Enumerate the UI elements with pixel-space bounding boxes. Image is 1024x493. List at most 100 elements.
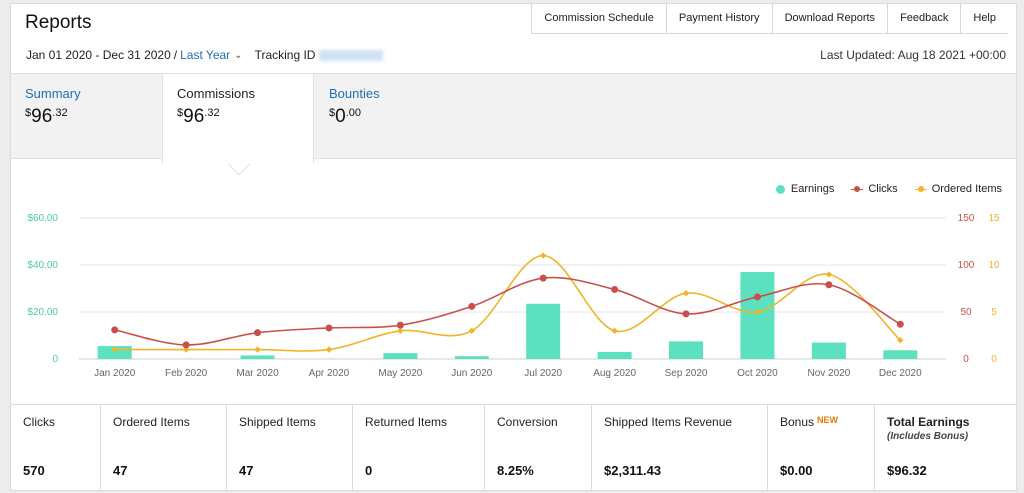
y-right-tick-label: 50 — [960, 307, 972, 318]
point-ordered-items — [754, 308, 761, 316]
stat-total-earnings: Total Earnings (Includes Bonus) $96.32 — [875, 405, 1016, 490]
x-tick-label: May 2020 — [378, 368, 422, 379]
x-tick-label: Mar 2020 — [236, 368, 279, 379]
bar-earnings — [383, 353, 418, 359]
legend-ordered-items[interactable]: Ordered Items — [914, 183, 1002, 195]
commission-schedule-button[interactable]: Commission Schedule — [532, 4, 667, 33]
bar-earnings — [526, 303, 561, 359]
stat-value: 8.25% — [497, 463, 534, 478]
y-right-tick-label: 150 — [958, 213, 975, 224]
stat-value: $2,311.43 — [604, 463, 662, 478]
x-tick-label: Jun 2020 — [451, 368, 493, 379]
payment-history-button[interactable]: Payment History — [667, 4, 773, 33]
stat-value: 47 — [113, 463, 128, 478]
date-preset-dropdown[interactable]: Last Year — [180, 48, 231, 62]
tab-bounties-value: $0.00 — [329, 106, 451, 128]
point-clicks — [825, 281, 833, 289]
new-badge: NEW — [817, 415, 839, 425]
tab-commissions-label: Commissions — [177, 86, 256, 101]
point-clicks — [539, 274, 547, 282]
tracking-id-dropdown[interactable] — [319, 49, 384, 61]
stat-shipped-revenue: Shipped Items Revenue $2,311.43 — [592, 405, 768, 490]
tab-bounties[interactable]: Bounties $0.00 — [315, 74, 465, 160]
chevron-down-icon[interactable]: ⌄ — [234, 49, 243, 61]
feedback-button[interactable]: Feedback — [888, 4, 962, 33]
bonus-label: Bonus — [780, 415, 815, 429]
stat-label: Conversion — [497, 415, 558, 429]
point-ordered-items — [397, 327, 404, 334]
earnings-chart: $60.00 $40.00 $20.00 0 150 100 50 0 15 10 5 0 Jan 20… — [11, 160, 1016, 404]
point-ordered-items — [682, 290, 690, 297]
x-tick-label: Aug 2020 — [593, 368, 636, 379]
point-ordered-items — [825, 271, 833, 278]
stat-value: 0 — [365, 463, 373, 478]
bar-earnings — [454, 356, 489, 359]
point-ordered-items — [254, 346, 261, 353]
stat-clicks: Clicks 570 — [11, 405, 101, 490]
legend-earnings[interactable]: Earnings — [775, 183, 834, 195]
point-ordered-items — [111, 346, 118, 353]
tab-bounties-label: Bounties — [329, 86, 380, 101]
x-tick-label: Jan 2020 — [94, 368, 136, 379]
stat-label: Shipped Items — [239, 415, 316, 429]
reports-panel: Reports Commission Schedule Payment Hist… — [10, 3, 1017, 491]
point-ordered-items — [540, 252, 547, 259]
stat-shipped-items: Shipped Items 47 — [227, 405, 353, 490]
point-clicks — [254, 329, 262, 337]
line-clicks — [114, 276, 901, 346]
stat-label: Clicks — [23, 415, 55, 429]
stat-label: Returned Items — [365, 415, 448, 429]
x-tick-label: Dec 2020 — [879, 368, 922, 379]
currency-symbol: $ — [177, 107, 184, 119]
tab-summary[interactable]: Summary $96.32 — [11, 74, 161, 160]
legend-ordered-items-swatch — [914, 185, 927, 194]
point-ordered-items — [897, 337, 904, 344]
point-ordered-items — [468, 327, 475, 334]
point-ordered-items — [325, 346, 333, 353]
x-tick-label: Nov 2020 — [807, 368, 850, 379]
legend-clicks[interactable]: Clicks — [851, 183, 898, 195]
value-cents: .32 — [204, 107, 220, 119]
value-cents: .00 — [345, 107, 361, 119]
total-label: Total Earnings — [887, 415, 970, 429]
last-updated: Last Updated: Aug 18 2021 +00:00 — [820, 48, 1006, 62]
point-ordered-items — [611, 327, 618, 334]
point-clicks — [325, 324, 333, 332]
chart-legend: Earnings Clicks Ordered Items — [759, 183, 1002, 195]
tab-commissions[interactable]: Commissions $96.32 — [162, 74, 314, 176]
tab-summary-value: $96.32 — [25, 106, 147, 128]
y-left-tick-label: $20.00 — [27, 307, 58, 318]
tab-commissions-value: $96.32 — [177, 106, 299, 128]
stats-bar: Clicks 570 Ordered Items 47 Shipped Item… — [11, 404, 1016, 490]
stat-label: Total Earnings (Includes Bonus) — [887, 415, 1004, 442]
legend-earnings-swatch — [775, 184, 785, 194]
stat-label: Bonus NEW — [780, 415, 862, 429]
help-button[interactable]: Help — [973, 12, 996, 24]
value-whole: 96 — [31, 106, 53, 127]
bar-earnings — [240, 355, 275, 359]
download-reports-button[interactable]: Download Reports — [773, 4, 889, 33]
tracking-id-label: Tracking ID — [254, 48, 316, 62]
stat-bonus: Bonus NEW $0.00 — [768, 405, 875, 490]
x-tick-label: Feb 2020 — [165, 368, 208, 379]
legend-ordered-items-label: Ordered Items — [931, 183, 1002, 195]
value-whole: 0 — [335, 106, 346, 127]
y-right2-tick-label: 0 — [991, 354, 997, 365]
point-clicks — [896, 320, 904, 328]
page-title: Reports — [25, 12, 92, 33]
currency-symbol: $ — [329, 107, 336, 119]
currency-symbol: $ — [25, 107, 32, 119]
point-clicks — [182, 341, 190, 349]
point-clicks — [396, 321, 404, 329]
y-left-tick-label: 0 — [52, 354, 58, 365]
date-separator: / — [173, 48, 178, 62]
top-nav: Commission Schedule Payment History Down… — [531, 4, 1008, 34]
y-left-tick-label: $60.00 — [27, 213, 58, 224]
bar-earnings — [597, 351, 632, 359]
point-clicks — [468, 302, 476, 310]
stat-label: Ordered Items — [113, 415, 190, 429]
tab-summary-label: Summary — [25, 86, 81, 101]
stat-label: Shipped Items Revenue — [604, 415, 733, 429]
y-right2-tick-label: 5 — [991, 307, 997, 318]
